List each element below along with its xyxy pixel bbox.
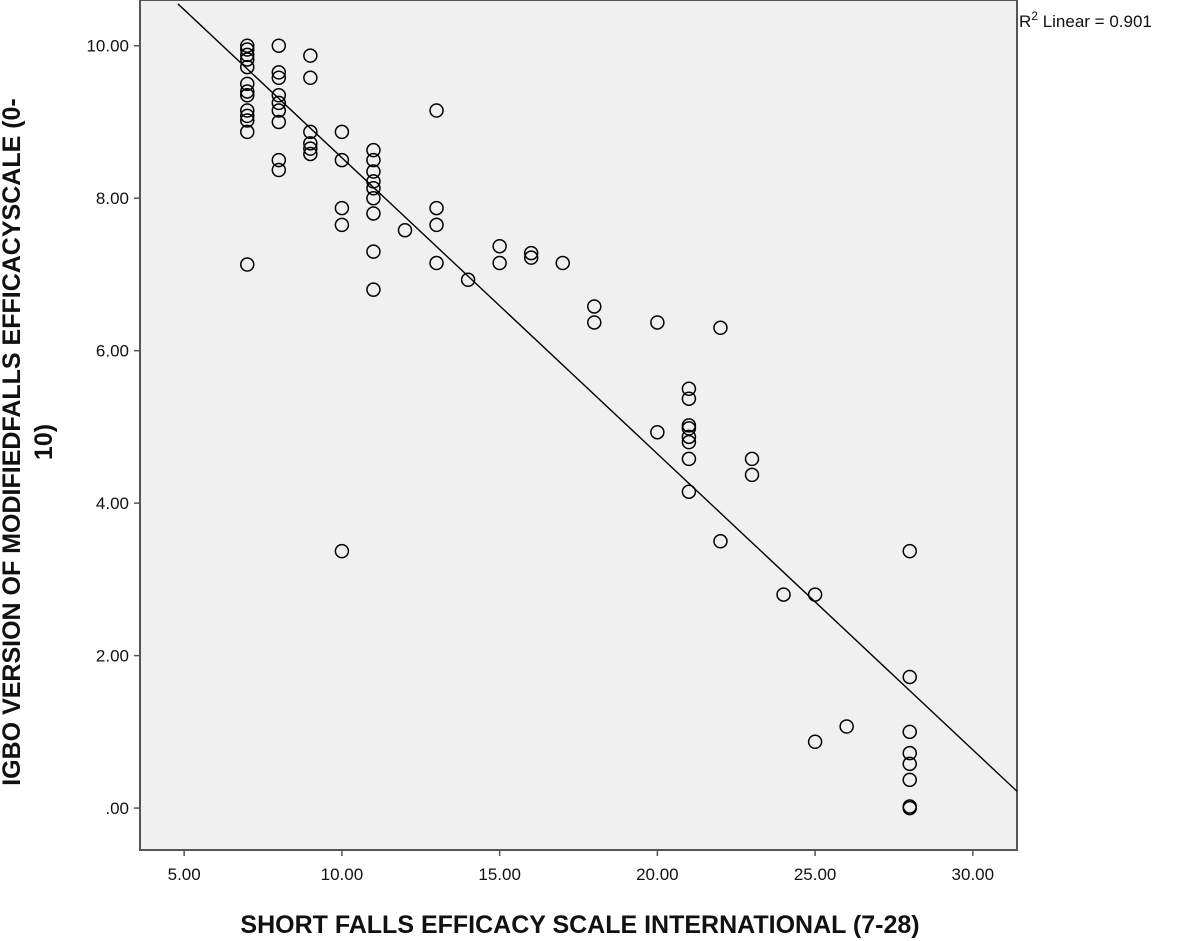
- data-point: [650, 315, 665, 330]
- data-point: [334, 152, 350, 168]
- x-axis-ticks: 5.00 10.00 15.00 20.00 25.00 30.00: [168, 850, 994, 884]
- data-point: [744, 467, 760, 483]
- data-point: [271, 65, 287, 80]
- data-point: [271, 95, 287, 111]
- x-tick-label: 30.00: [952, 865, 995, 884]
- data-point: [240, 52, 255, 67]
- data-point: [303, 70, 318, 86]
- y-tick-label: 6.00: [96, 342, 129, 361]
- data-point: [366, 181, 381, 196]
- data-point: [334, 200, 350, 216]
- data-point: [240, 108, 255, 124]
- x-tick-label: 25.00: [794, 865, 837, 884]
- data-point: [902, 756, 917, 772]
- data-point: [902, 800, 917, 816]
- data-point: [366, 244, 381, 259]
- data-point: [744, 451, 760, 467]
- data-point: [429, 103, 444, 118]
- data-point: [492, 238, 507, 254]
- data-point: [366, 164, 381, 179]
- data-point: [397, 222, 413, 238]
- data-point: [366, 282, 381, 297]
- x-axis-title: SHORT FALLS EFFICACY SCALE INTERNATIONAL…: [240, 911, 919, 939]
- data-point: [271, 114, 287, 130]
- data-point: [303, 146, 318, 162]
- data-point: [776, 587, 791, 602]
- data-point: [271, 152, 287, 168]
- data-point: [303, 136, 318, 151]
- data-point: [492, 255, 507, 271]
- y-axis-title-line-1: IGBO VERSION OF MODIFIEDFALLS EFFICACYSC…: [0, 98, 26, 786]
- data-point: [681, 451, 697, 467]
- data-point: [681, 381, 697, 397]
- data-point: [587, 315, 602, 330]
- data-point: [366, 206, 381, 221]
- data-point: [713, 534, 728, 549]
- data-point: [902, 543, 917, 559]
- y-tick-label: 2.00: [96, 647, 129, 666]
- data-point: [240, 88, 255, 103]
- data-point: [713, 320, 728, 336]
- x-tick-label: 5.00: [168, 865, 201, 884]
- data-point: [334, 543, 350, 559]
- data-point: [240, 113, 255, 128]
- y-axis-ticks: .00 2.00 4.00 6.00 8.00 10.00: [86, 37, 140, 818]
- data-point: [839, 719, 854, 734]
- x-tick-label: 10.00: [321, 865, 364, 884]
- x-tick-label: 20.00: [636, 865, 679, 884]
- data-point: [902, 745, 917, 761]
- data-point: [429, 255, 444, 271]
- y-tick-label: 8.00: [96, 189, 129, 208]
- data-point: [271, 38, 287, 53]
- data-point: [366, 142, 381, 158]
- y-axis-title-line-2: 10): [30, 424, 58, 460]
- data-point: [334, 124, 350, 140]
- y-tick-label: 4.00: [96, 494, 129, 513]
- x-tick-label: 15.00: [478, 865, 521, 884]
- linear-fit-line: [177, 3, 1018, 792]
- data-point: [240, 59, 255, 75]
- data-point: [650, 424, 665, 440]
- data-point: [429, 217, 444, 233]
- data-point: [366, 174, 381, 189]
- plot-area: [139, 0, 1018, 851]
- data-point: [587, 299, 602, 314]
- data-point: [240, 257, 255, 272]
- data-point: [681, 484, 697, 499]
- data-point: [240, 42, 255, 57]
- data-point: [240, 47, 255, 63]
- data-point: [271, 162, 287, 178]
- fit-line-label: R2 Linear = 0.901: [1019, 9, 1152, 31]
- y-tick-label: .00: [105, 799, 129, 818]
- data-point: [681, 391, 697, 406]
- data-point: [429, 200, 444, 216]
- data-points: [240, 38, 917, 816]
- data-point: [523, 250, 539, 265]
- data-point: [271, 88, 287, 103]
- data-point: [807, 587, 823, 602]
- data-point: [240, 103, 255, 118]
- y-tick-label: 10.00: [86, 37, 129, 56]
- data-point: [460, 272, 476, 288]
- data-point: [555, 255, 570, 271]
- data-point: [271, 103, 287, 118]
- data-point: [240, 124, 255, 140]
- data-point: [366, 190, 381, 206]
- data-point: [303, 48, 318, 63]
- data-point: [303, 141, 318, 156]
- data-point: [240, 84, 255, 99]
- data-point: [240, 76, 255, 92]
- data-point: [523, 245, 539, 261]
- data-point: [271, 70, 287, 86]
- data-point: [681, 429, 697, 445]
- data-point: [366, 152, 381, 168]
- data-point: [902, 772, 917, 788]
- data-point: [681, 434, 697, 450]
- data-point: [303, 124, 318, 140]
- data-point: [902, 669, 917, 685]
- data-point: [334, 217, 350, 233]
- data-point: [807, 734, 823, 749]
- data-point: [902, 724, 917, 740]
